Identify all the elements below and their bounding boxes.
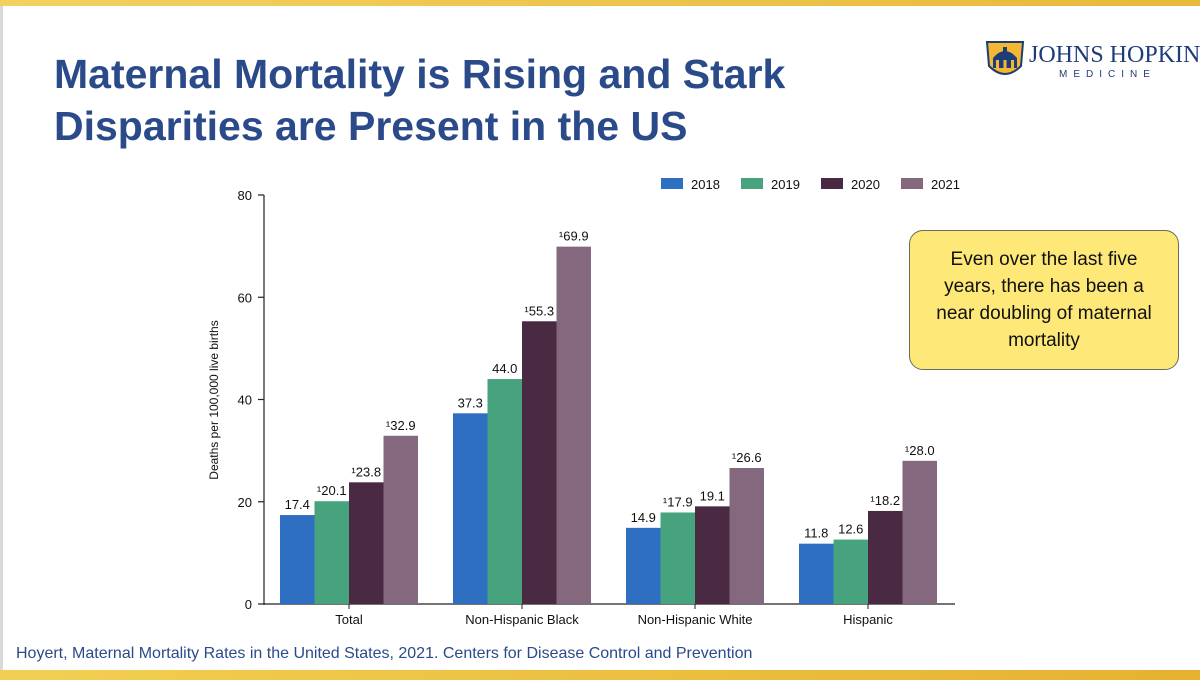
- bar: [314, 501, 349, 604]
- slide-title: Maternal Mortality is Rising and Stark D…: [54, 48, 914, 152]
- shield-dome-icon: [985, 41, 1025, 75]
- legend-label: 2020: [851, 177, 880, 192]
- bar-value-label: 14.9: [631, 510, 656, 525]
- y-axis-label: Deaths per 100,000 live births: [207, 320, 221, 479]
- x-tick-label: Hispanic: [843, 612, 893, 627]
- callout-box: Even over the last five years, there has…: [909, 230, 1179, 370]
- bar-value-label: ¹17.9: [663, 494, 693, 509]
- x-tick-label: Total: [335, 612, 363, 627]
- legend-swatch: [661, 178, 683, 189]
- logo-wordmark: JOHNS HOPKINS: [1029, 42, 1200, 68]
- legend-swatch: [741, 178, 763, 189]
- bar-value-label: ¹18.2: [870, 493, 900, 508]
- y-tick-label: 80: [238, 188, 252, 203]
- bar-value-label: ¹20.1: [317, 483, 347, 498]
- callout-text: Even over the last five years, there has…: [936, 249, 1152, 351]
- legend-label: 2021: [931, 177, 960, 192]
- legend-swatch: [821, 178, 843, 189]
- bar-value-label: ¹28.0: [905, 443, 935, 458]
- bar: [729, 468, 764, 604]
- bar-value-label: 44.0: [492, 361, 517, 376]
- bar-value-label: ¹26.6: [732, 450, 762, 465]
- bottom-accent-band: [0, 670, 1200, 680]
- bar: [660, 512, 695, 604]
- bar-value-label: 12.6: [838, 522, 863, 537]
- x-tick-label: Non-Hispanic Black: [465, 612, 579, 627]
- bar-value-label: ¹69.9: [559, 229, 589, 244]
- bar: [383, 435, 418, 604]
- bar: [453, 413, 488, 604]
- bar-value-label: ¹23.8: [351, 464, 381, 479]
- citation: Hoyert, Maternal Mortality Rates in the …: [16, 645, 753, 662]
- bar: [833, 539, 868, 604]
- bar: [556, 246, 591, 605]
- title-line-1: Maternal Mortality is Rising and Stark: [54, 51, 786, 97]
- bar: [522, 321, 557, 604]
- left-edge-line: [0, 6, 3, 680]
- bar-value-label: ¹55.3: [524, 303, 554, 318]
- bar-value-label: 19.1: [700, 488, 725, 503]
- bar: [695, 506, 730, 604]
- legend-swatch: [901, 178, 923, 189]
- bar-value-label: 11.8: [804, 526, 828, 541]
- y-tick-label: 20: [238, 495, 252, 510]
- y-tick-label: 60: [238, 290, 252, 305]
- y-tick-label: 0: [245, 597, 252, 612]
- bar: [799, 543, 834, 604]
- y-tick-label: 40: [238, 393, 252, 408]
- bar-value-label: 37.3: [458, 395, 483, 410]
- johns-hopkins-logo: JOHNS HOPKINS MEDICINE: [985, 38, 1200, 83]
- bar: [349, 482, 384, 604]
- bar-value-label: 17.4: [285, 497, 310, 512]
- legend-label: 2018: [691, 177, 720, 192]
- bar: [280, 515, 315, 604]
- bar-value-label: ¹32.9: [386, 418, 416, 433]
- bar: [868, 510, 903, 604]
- title-line-2: Disparities are Present in the US: [54, 103, 688, 149]
- logo-subtitle: MEDICINE: [1059, 69, 1156, 80]
- x-tick-label: Non-Hispanic White: [638, 612, 753, 627]
- top-accent-band: [0, 0, 1200, 6]
- bar: [902, 460, 937, 604]
- bar: [487, 379, 522, 604]
- bar: [626, 527, 661, 604]
- legend-label: 2019: [771, 177, 800, 192]
